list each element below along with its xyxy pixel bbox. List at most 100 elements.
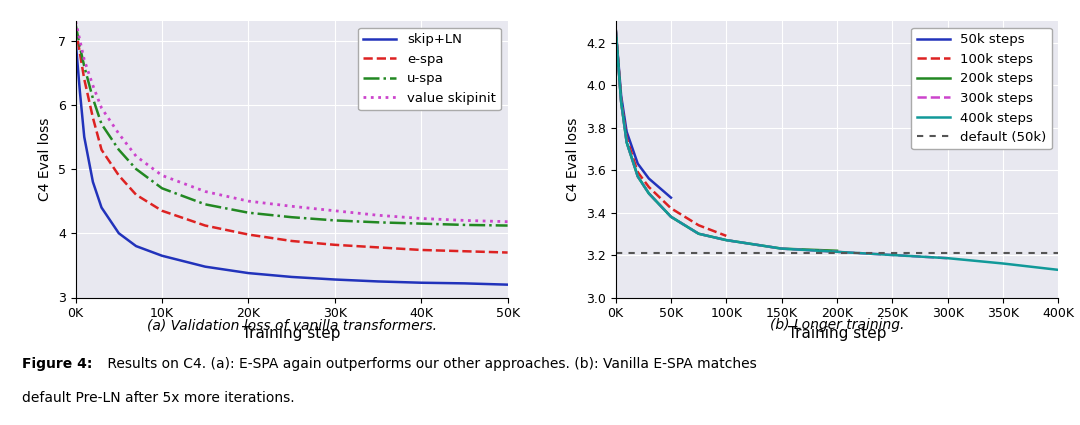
- skip+LN: [95, 205, 108, 210]
- 50k steps: [615, 93, 627, 98]
- u-spa: [199, 202, 212, 207]
- 100k steps: [719, 233, 732, 238]
- e-spa: [156, 208, 168, 213]
- e-spa: [372, 245, 384, 250]
- u-spa: [69, 22, 82, 27]
- 400k steps: [775, 246, 788, 251]
- value skipinit: [112, 131, 125, 136]
- 100k steps: [620, 136, 633, 141]
- u-spa: [415, 221, 428, 226]
- value skipinit: [285, 204, 298, 209]
- 200k steps: [643, 191, 656, 196]
- Line: e-spa: e-spa: [76, 28, 508, 252]
- Legend: 50k steps, 100k steps, 200k steps, 300k steps, 400k steps, default (50k): 50k steps, 100k steps, 200k steps, 300k …: [912, 28, 1052, 150]
- Legend: skip+LN, e-spa, u-spa, value skipinit: skip+LN, e-spa, u-spa, value skipinit: [359, 28, 501, 110]
- X-axis label: Training step: Training step: [787, 326, 887, 341]
- skip+LN: [112, 231, 125, 236]
- e-spa: [242, 232, 255, 237]
- 400k steps: [1052, 267, 1065, 272]
- default (50k): [609, 250, 622, 255]
- skip+LN: [242, 271, 255, 276]
- u-spa: [328, 218, 341, 223]
- 400k steps: [609, 25, 622, 30]
- e-spa: [199, 223, 212, 228]
- 300k steps: [664, 214, 677, 219]
- value skipinit: [328, 208, 341, 213]
- skip+LN: [285, 275, 298, 280]
- 400k steps: [631, 174, 644, 179]
- Line: 200k steps: 200k steps: [616, 28, 837, 251]
- e-spa: [73, 51, 86, 56]
- u-spa: [501, 223, 514, 228]
- value skipinit: [130, 153, 143, 159]
- 200k steps: [620, 140, 633, 145]
- 300k steps: [620, 140, 633, 145]
- 200k steps: [719, 238, 732, 243]
- Line: 400k steps: 400k steps: [616, 28, 1058, 270]
- value skipinit: [415, 216, 428, 221]
- skip+LN: [156, 253, 168, 258]
- 200k steps: [631, 174, 644, 179]
- 300k steps: [631, 174, 644, 179]
- 300k steps: [831, 249, 843, 255]
- 300k steps: [942, 256, 955, 261]
- skip+LN: [199, 264, 212, 269]
- u-spa: [285, 215, 298, 220]
- Line: 50k steps: 50k steps: [616, 28, 671, 198]
- e-spa: [501, 250, 514, 255]
- Text: (b) Longer training.: (b) Longer training.: [770, 318, 904, 332]
- value skipinit: [501, 219, 514, 224]
- Text: (a) Validation loss of vanilla transformers.: (a) Validation loss of vanilla transform…: [147, 318, 436, 332]
- 300k steps: [719, 238, 732, 243]
- 100k steps: [609, 25, 622, 30]
- e-spa: [78, 76, 91, 82]
- value skipinit: [86, 83, 99, 88]
- Text: Figure 4:: Figure 4:: [22, 357, 92, 371]
- 100k steps: [631, 170, 644, 175]
- skip+LN: [73, 89, 86, 94]
- 50k steps: [643, 176, 656, 181]
- skip+LN: [78, 134, 91, 139]
- skip+LN: [415, 280, 428, 285]
- e-spa: [285, 238, 298, 244]
- 50k steps: [664, 195, 677, 200]
- value skipinit: [95, 105, 108, 111]
- 200k steps: [609, 25, 622, 30]
- e-spa: [415, 247, 428, 252]
- value skipinit: [73, 38, 86, 43]
- u-spa: [156, 186, 168, 191]
- e-spa: [328, 242, 341, 247]
- Line: skip+LN: skip+LN: [76, 40, 508, 285]
- 400k steps: [643, 191, 656, 196]
- u-spa: [458, 222, 471, 227]
- e-spa: [86, 115, 99, 120]
- 400k steps: [942, 256, 955, 261]
- value skipinit: [156, 173, 168, 178]
- 300k steps: [775, 246, 788, 251]
- 200k steps: [664, 214, 677, 219]
- u-spa: [86, 96, 99, 101]
- Line: u-spa: u-spa: [76, 25, 508, 226]
- skip+LN: [458, 281, 471, 286]
- u-spa: [112, 147, 125, 152]
- 200k steps: [831, 248, 843, 253]
- value skipinit: [458, 218, 471, 223]
- skip+LN: [69, 38, 82, 43]
- skip+LN: [130, 244, 143, 249]
- 400k steps: [615, 99, 627, 105]
- u-spa: [78, 64, 91, 69]
- u-spa: [130, 167, 143, 172]
- e-spa: [458, 249, 471, 254]
- skip+LN: [501, 282, 514, 287]
- e-spa: [130, 192, 143, 197]
- 200k steps: [775, 246, 788, 251]
- Text: Results on C4. (a): E-SPA again outperforms our other approaches. (b): Vanilla E: Results on C4. (a): E-SPA again outperfo…: [103, 357, 756, 371]
- 50k steps: [620, 129, 633, 134]
- u-spa: [372, 220, 384, 225]
- 400k steps: [620, 140, 633, 145]
- 100k steps: [692, 223, 705, 228]
- 400k steps: [997, 261, 1010, 266]
- Y-axis label: C4 Eval loss: C4 Eval loss: [566, 118, 580, 201]
- e-spa: [95, 147, 108, 152]
- Text: default Pre-LN after 5x more iterations.: default Pre-LN after 5x more iterations.: [22, 391, 294, 405]
